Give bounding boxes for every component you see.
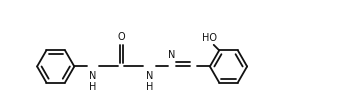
Text: O: O (118, 32, 125, 42)
Text: H: H (146, 82, 153, 92)
Text: N: N (146, 71, 153, 81)
Text: N: N (90, 71, 97, 81)
Text: H: H (90, 82, 97, 92)
Text: HO: HO (202, 33, 217, 43)
Text: N: N (169, 50, 176, 60)
